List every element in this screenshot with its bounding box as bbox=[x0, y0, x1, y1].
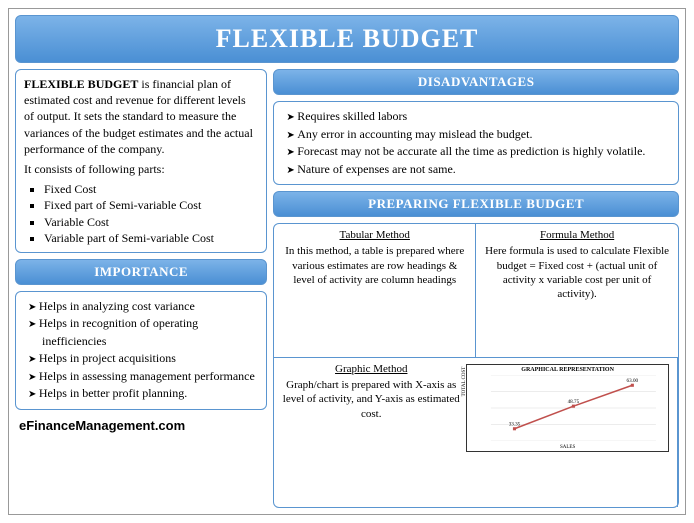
chart-title: GRAPHICAL REPRESENTATION bbox=[467, 365, 668, 375]
chart-x-label: SALES bbox=[467, 445, 668, 452]
disadvantages-list: Requires skilled labors Any error in acc… bbox=[282, 108, 670, 178]
list-item: Helps in project acquisitions bbox=[28, 350, 258, 368]
methods-grid: Tabular Method In this method, a table i… bbox=[273, 223, 679, 508]
method-title: Tabular Method bbox=[282, 228, 467, 242]
tabular-method-cell: Tabular Method In this method, a table i… bbox=[274, 224, 476, 358]
list-item: Any error in accounting may mislead the … bbox=[286, 126, 670, 144]
disadvantages-box: Requires skilled labors Any error in acc… bbox=[273, 101, 679, 185]
svg-text:33.35: 33.35 bbox=[509, 421, 521, 427]
list-item: Fixed part of Semi-variable Cost bbox=[44, 197, 258, 213]
method-title: Graphic Method bbox=[282, 362, 460, 376]
list-item: Helps in analyzing cost variance bbox=[28, 298, 258, 316]
list-item: Variable part of Semi-variable Cost bbox=[44, 230, 258, 246]
graphic-method-cell: Graphic Method Graph/chart is prepared w… bbox=[274, 358, 678, 507]
method-title: Formula Method bbox=[484, 228, 670, 242]
chart-y-label: TOTAL COST bbox=[462, 366, 469, 396]
definition-box: FLEXIBLE BUDGET is financial plan of est… bbox=[15, 69, 267, 253]
main-title: FLEXIBLE BUDGET bbox=[216, 24, 479, 53]
chart-svg: 33.3510048.7515063.00200 bbox=[481, 375, 666, 441]
footer-link: eFinanceManagement.com bbox=[15, 416, 267, 433]
main-title-bar: FLEXIBLE BUDGET bbox=[15, 15, 679, 63]
list-item: Fixed Cost bbox=[44, 181, 258, 197]
list-item: Helps in recognition of operating ineffi… bbox=[28, 315, 258, 350]
parts-list: Fixed Cost Fixed part of Semi-variable C… bbox=[24, 181, 258, 246]
main-columns: FLEXIBLE BUDGET is financial plan of est… bbox=[9, 69, 685, 514]
method-text: In this method, a table is prepared wher… bbox=[285, 245, 464, 286]
graphic-text-wrap: Graphic Method Graph/chart is prepared w… bbox=[282, 362, 460, 421]
list-item: Helps in assessing management performanc… bbox=[28, 368, 258, 386]
graphical-chart: GRAPHICAL REPRESENTATION 33.3510048.7515… bbox=[466, 364, 669, 452]
page-container: FLEXIBLE BUDGET FLEXIBLE BUDGET is finan… bbox=[8, 8, 686, 515]
list-item: Forecast may not be accurate all the tim… bbox=[286, 143, 670, 161]
list-item: Requires skilled labors bbox=[286, 108, 670, 126]
left-column: FLEXIBLE BUDGET is financial plan of est… bbox=[15, 69, 267, 508]
importance-header: IMPORTANCE bbox=[15, 259, 267, 285]
definition-text: FLEXIBLE BUDGET is financial plan of est… bbox=[24, 76, 258, 157]
list-item: Helps in better profit planning. bbox=[28, 385, 258, 403]
importance-box: Helps in analyzing cost variance Helps i… bbox=[15, 291, 267, 410]
list-item: Variable Cost bbox=[44, 214, 258, 230]
svg-text:63.00: 63.00 bbox=[627, 378, 639, 384]
definition-lead: FLEXIBLE BUDGET bbox=[24, 77, 138, 91]
svg-text:48.75: 48.75 bbox=[568, 399, 580, 405]
disadvantages-header: DISADVANTAGES bbox=[273, 69, 679, 95]
preparing-header: PREPARING FLEXIBLE BUDGET bbox=[273, 191, 679, 217]
importance-list: Helps in analyzing cost variance Helps i… bbox=[24, 298, 258, 403]
formula-method-cell: Formula Method Here formula is used to c… bbox=[476, 224, 678, 358]
list-item: Nature of expenses are not same. bbox=[286, 161, 670, 179]
method-text: Here formula is used to calculate Flexib… bbox=[485, 245, 669, 300]
right-column: DISADVANTAGES Requires skilled labors An… bbox=[273, 69, 679, 508]
method-text: Graph/chart is prepared with X-axis as l… bbox=[283, 379, 460, 420]
parts-intro: It consists of following parts: bbox=[24, 161, 258, 177]
